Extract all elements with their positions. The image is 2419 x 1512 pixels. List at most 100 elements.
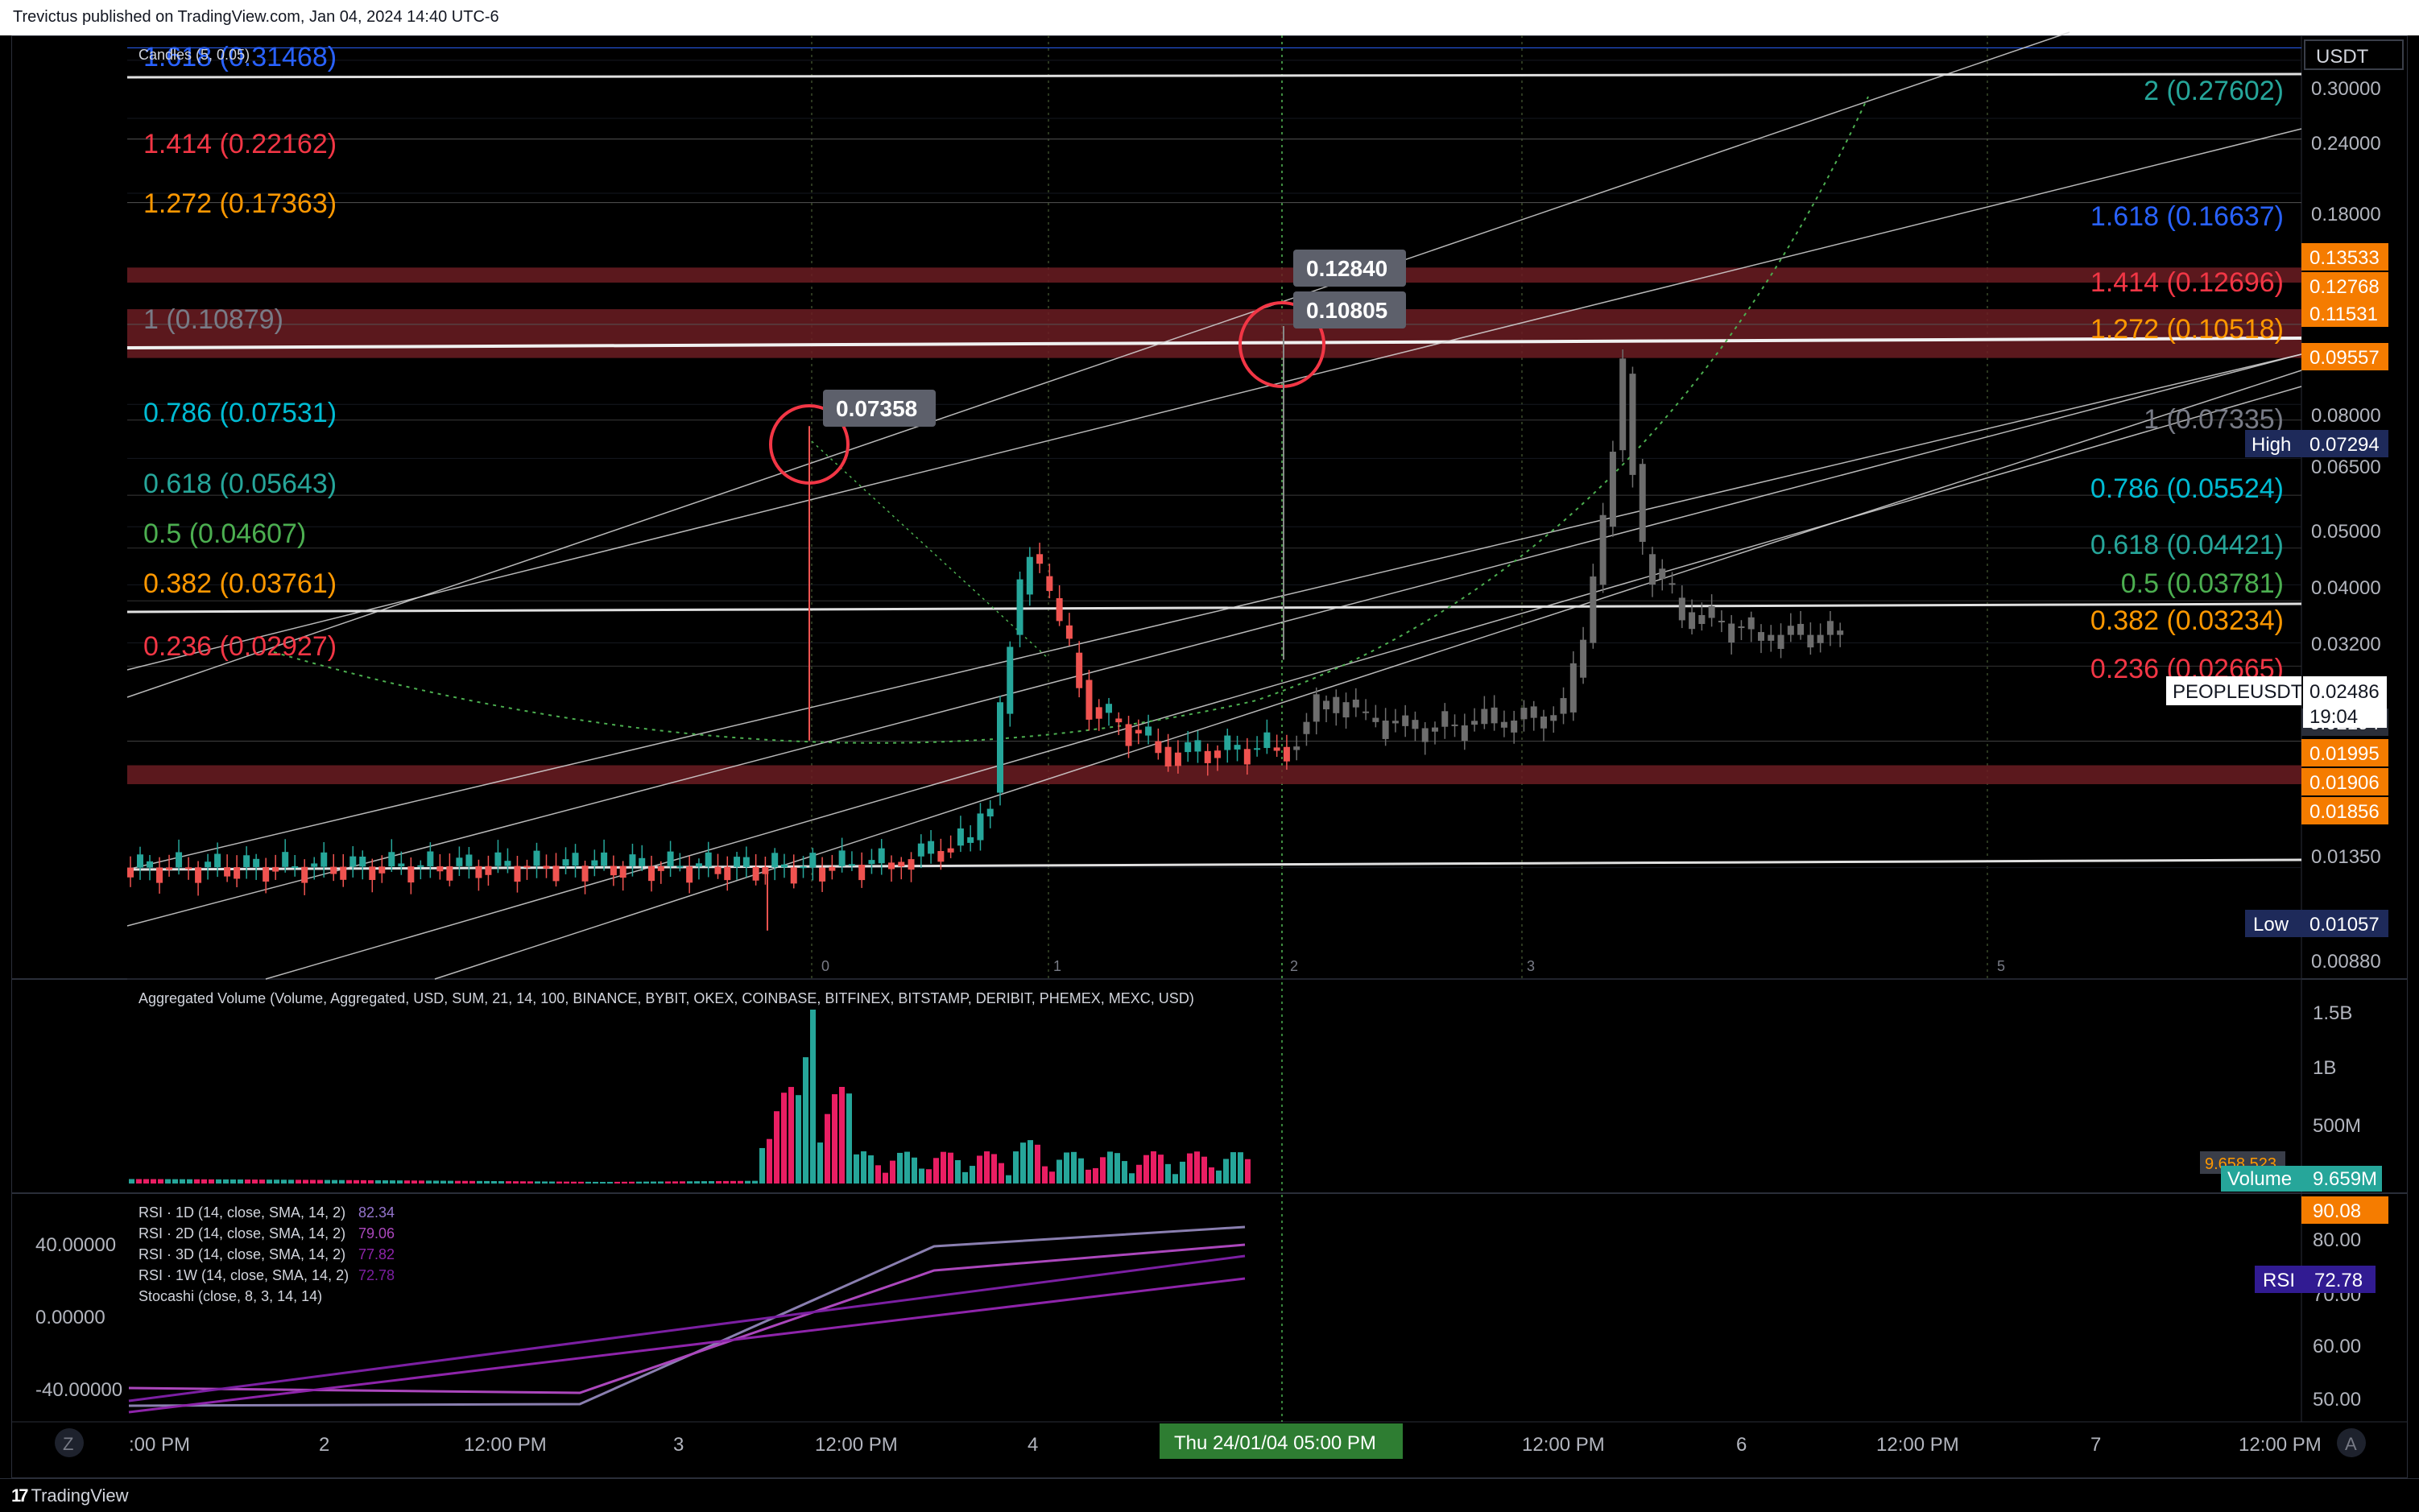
volume-bar <box>861 1151 866 1184</box>
candle-body <box>1550 715 1557 721</box>
candle-body <box>1076 652 1083 688</box>
candle-body <box>349 856 357 867</box>
candle-body <box>1511 721 1518 733</box>
volume-bar <box>1151 1151 1156 1184</box>
candle-body <box>369 866 376 880</box>
candle-body <box>752 866 759 881</box>
volume-bar <box>542 1181 548 1184</box>
candle-body <box>1817 634 1824 643</box>
candle-body <box>1738 626 1745 629</box>
candle-body <box>888 862 895 870</box>
price-badge-value: 0.11531 <box>2309 304 2378 325</box>
bar-countdown: 19:04 <box>2309 706 2358 728</box>
candle-body <box>1293 746 1300 750</box>
fib-label-right: 1.618 (0.16637) <box>2090 201 2284 232</box>
candle-body <box>724 866 731 881</box>
candle-body <box>1412 720 1419 729</box>
candle-body <box>734 857 741 867</box>
candle-body <box>957 828 964 846</box>
candle-body <box>762 867 769 874</box>
low-value: 0.01057 <box>2309 914 2380 936</box>
candle-body <box>320 852 328 867</box>
auto-scale-right-button[interactable] <box>2337 1428 2366 1457</box>
volume-tick: 500M <box>2313 1115 2361 1137</box>
rsi-right-tick: 80.00 <box>2313 1229 2361 1251</box>
candle-body <box>1768 634 1775 641</box>
candle-body <box>676 865 684 868</box>
volume-bar <box>1035 1144 1040 1184</box>
volume-bar <box>651 1181 656 1184</box>
volume-bar <box>672 1181 678 1184</box>
volume-bar <box>636 1181 642 1184</box>
volume-bar <box>136 1179 142 1184</box>
candle-body <box>1115 718 1123 723</box>
cycle-number: 1 <box>1053 958 1061 974</box>
volume-bar <box>165 1179 171 1184</box>
candle-body <box>809 853 817 868</box>
volume-bar <box>187 1179 192 1184</box>
candle-body <box>967 837 974 843</box>
volume-bar <box>723 1180 729 1184</box>
volume-bar <box>216 1179 221 1184</box>
candle-body <box>648 865 655 882</box>
volume-bar <box>926 1169 932 1184</box>
candle-body <box>695 863 702 867</box>
candle-body <box>1026 556 1033 595</box>
candle-body <box>1056 597 1063 622</box>
candle-body <box>282 852 289 867</box>
candle-body <box>1125 724 1132 746</box>
candle-body <box>1678 597 1685 621</box>
auto-scale-left-button[interactable] <box>55 1428 84 1457</box>
volume-bar <box>817 1142 823 1184</box>
tradingview-logo[interactable]: 17 TradingView <box>11 1485 129 1506</box>
price-legend: Candles (5, 0.05) <box>139 47 250 63</box>
volume-bar <box>962 1171 968 1184</box>
volume-bar <box>564 1181 569 1184</box>
price-badge <box>2301 739 2388 766</box>
candle-body <box>465 854 473 866</box>
volume-bar <box>941 1151 946 1184</box>
volume-bar <box>839 1087 845 1184</box>
candle-body <box>1797 623 1805 635</box>
candle-body <box>1224 735 1231 750</box>
rsi-right-tick: 60.00 <box>2313 1336 2361 1357</box>
volume-bar <box>629 1181 635 1184</box>
volume-bar <box>209 1179 214 1184</box>
high-tag <box>2245 430 2303 457</box>
volume-bar <box>643 1181 649 1184</box>
volume-bar <box>571 1181 577 1184</box>
rsi-right-tick: 50.00 <box>2313 1389 2361 1411</box>
low-badge <box>2303 910 2388 937</box>
price-badge-value: 0.01995 <box>2309 743 2380 765</box>
volume-bar <box>600 1181 606 1184</box>
volume-bar <box>796 1095 801 1184</box>
candle-body <box>1609 452 1616 527</box>
volume-bar <box>767 1138 772 1184</box>
candle-body <box>543 865 550 869</box>
candle-body <box>619 865 626 878</box>
volume-bar <box>288 1179 294 1184</box>
currency-box[interactable] <box>2304 39 2404 70</box>
candle-body <box>1432 727 1438 732</box>
candle-body <box>1273 747 1280 751</box>
volume-bar <box>759 1147 765 1184</box>
key-level-base <box>126 858 2302 871</box>
candle-body <box>1085 680 1093 720</box>
candle-body <box>147 861 154 868</box>
volume-bar <box>194 1179 200 1184</box>
candle-body <box>714 866 722 874</box>
symbol-tag[interactable] <box>2166 676 2301 705</box>
candle-body <box>1391 721 1399 724</box>
volume-bar <box>397 1180 403 1184</box>
volume-bar <box>506 1181 511 1184</box>
volume-bar <box>1042 1166 1048 1184</box>
candle-body <box>1747 617 1755 630</box>
candle-body <box>1174 752 1181 766</box>
price-badge <box>2301 768 2388 795</box>
volume-badge-value: 9.659M <box>2313 1168 2377 1190</box>
volume-bar <box>1122 1161 1127 1184</box>
candle-body <box>1708 605 1715 618</box>
callout-bg <box>823 390 936 427</box>
fib-label-left: 0.5 (0.04607) <box>143 518 306 549</box>
